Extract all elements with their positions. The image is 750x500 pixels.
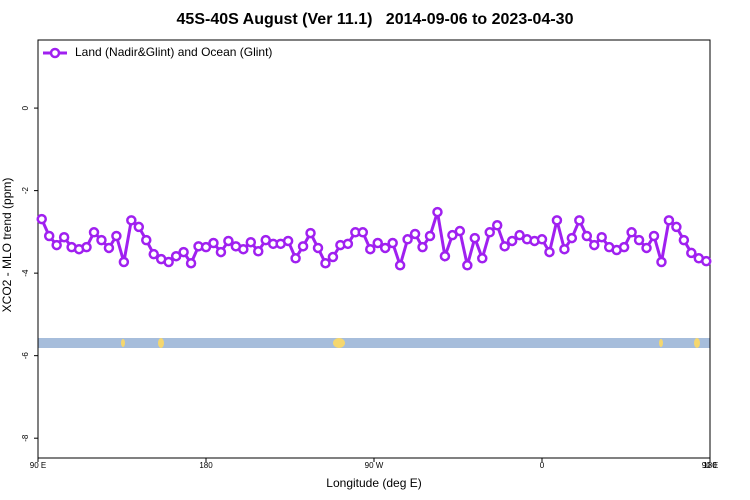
legend-label: Land (Nadir&Glint) and Ocean (Glint) bbox=[75, 45, 272, 59]
land bbox=[121, 339, 125, 347]
data-point bbox=[618, 241, 630, 253]
data-point bbox=[372, 237, 383, 249]
data-point bbox=[327, 251, 339, 263]
ocean bbox=[38, 338, 710, 348]
data-point bbox=[454, 225, 466, 237]
x-axis-label: Longitude (deg E) bbox=[326, 476, 421, 490]
land-ocean-strip bbox=[38, 338, 710, 348]
data-point bbox=[88, 227, 100, 238]
y-tick-label: -2 bbox=[21, 187, 30, 195]
data-point bbox=[581, 230, 593, 242]
data-point bbox=[678, 234, 690, 246]
data-point bbox=[297, 241, 309, 252]
x-tick-label: 0 bbox=[540, 461, 545, 470]
y-tick-label: 0 bbox=[21, 105, 30, 110]
data-point bbox=[536, 234, 548, 245]
data-point bbox=[671, 221, 682, 233]
data-point bbox=[656, 256, 667, 268]
land bbox=[158, 338, 164, 348]
data-point bbox=[626, 227, 637, 238]
y-tick-label: -4 bbox=[21, 269, 30, 277]
data-point bbox=[141, 234, 152, 246]
data-point bbox=[566, 232, 578, 244]
data-point bbox=[559, 243, 570, 255]
data-point bbox=[357, 227, 369, 238]
data-point bbox=[484, 227, 495, 238]
data-point bbox=[491, 220, 503, 231]
data-point bbox=[223, 235, 234, 247]
data-point bbox=[43, 230, 55, 242]
data-point bbox=[133, 221, 145, 233]
chart-title: 45S-40S August (Ver 11.1) 2014-09-06 to … bbox=[177, 11, 574, 28]
data-point bbox=[686, 247, 697, 259]
land bbox=[694, 338, 700, 348]
data-point bbox=[342, 238, 354, 250]
data-point bbox=[379, 242, 391, 254]
data-point bbox=[312, 242, 324, 254]
data-point bbox=[58, 231, 70, 243]
data-point bbox=[305, 227, 316, 239]
data-point bbox=[506, 235, 518, 247]
data-point bbox=[439, 250, 451, 262]
data-point bbox=[163, 256, 174, 268]
data-point bbox=[589, 239, 600, 251]
data-point bbox=[402, 234, 413, 245]
y-tick-label: -6 bbox=[21, 352, 30, 360]
data-point bbox=[253, 246, 264, 257]
data-point bbox=[701, 255, 712, 267]
data-point bbox=[551, 215, 563, 226]
data-point bbox=[320, 257, 331, 269]
data-point bbox=[544, 246, 555, 258]
data-point bbox=[469, 232, 481, 244]
data-point bbox=[641, 242, 652, 254]
data-point bbox=[245, 236, 257, 248]
data-point bbox=[81, 241, 92, 253]
data-point bbox=[596, 231, 607, 243]
data-point bbox=[387, 237, 398, 249]
data-point bbox=[409, 228, 421, 240]
data-point bbox=[170, 250, 182, 262]
data-point bbox=[200, 241, 212, 253]
x-tick-label: 90 E bbox=[30, 461, 46, 470]
legend-marker bbox=[49, 47, 61, 59]
data-point bbox=[477, 253, 488, 264]
x-tick-label: 90 W bbox=[365, 461, 384, 470]
data-point bbox=[208, 237, 219, 249]
data-point bbox=[185, 257, 197, 269]
x-tick-label: 90 E bbox=[702, 461, 718, 470]
data-point bbox=[365, 243, 376, 255]
data-point bbox=[51, 239, 62, 251]
land bbox=[659, 339, 663, 347]
data-point bbox=[574, 215, 585, 226]
data-point bbox=[432, 206, 443, 218]
data-point bbox=[514, 229, 525, 241]
x-tick-label: 180 bbox=[199, 461, 213, 470]
data-point bbox=[126, 215, 137, 226]
data-point bbox=[148, 248, 159, 260]
x-tick-label: 180 bbox=[703, 461, 717, 470]
data-point bbox=[447, 229, 458, 241]
data-point bbox=[103, 242, 115, 254]
data-point bbox=[238, 243, 249, 255]
data-point bbox=[118, 256, 130, 268]
data-point bbox=[282, 235, 294, 247]
data-point bbox=[424, 230, 436, 242]
data-point bbox=[633, 234, 645, 246]
data-point bbox=[111, 230, 122, 242]
y-axis-label: XCO2 - MLO trend (ppm) bbox=[0, 178, 14, 313]
data-point bbox=[648, 230, 660, 242]
land bbox=[333, 338, 345, 348]
data-point bbox=[96, 234, 107, 246]
data-point bbox=[394, 260, 406, 271]
data-point bbox=[178, 246, 189, 258]
data-point bbox=[663, 215, 675, 226]
data-point bbox=[462, 260, 473, 271]
y-tick-label: -8 bbox=[21, 434, 30, 442]
data-point bbox=[36, 213, 47, 225]
data-point bbox=[499, 241, 510, 252]
data-point bbox=[417, 241, 428, 253]
data-point bbox=[290, 253, 301, 264]
data-point bbox=[215, 246, 227, 258]
